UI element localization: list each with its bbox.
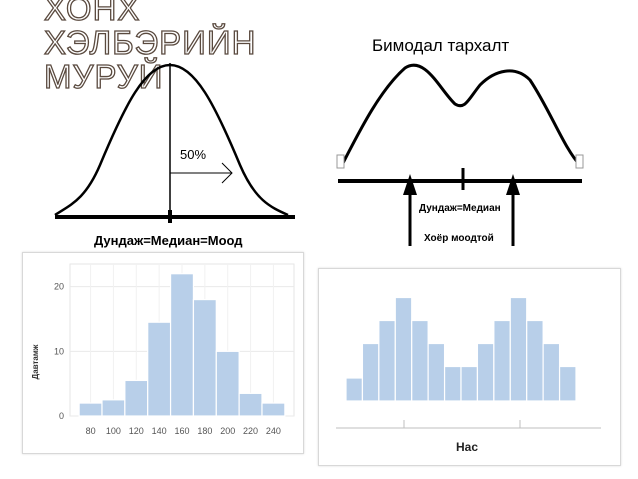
bimodal-curve	[340, 63, 582, 167]
bimodal-diagram	[336, 63, 584, 246]
slide-title-line-3: МУРУЙ	[43, 58, 164, 95]
histogram-bar	[476, 342, 495, 402]
histogram-bar	[427, 342, 446, 402]
slide-title-line-2: ХЭЛБЭРИЙН	[43, 24, 257, 61]
y-tick-label: 20	[54, 282, 64, 292]
histogram-bar	[443, 365, 462, 402]
y-tick-label: 10	[54, 346, 64, 356]
x-tick-label: 100	[106, 426, 121, 436]
histogram-bar	[509, 296, 528, 402]
y-axis-label: Давтамж	[31, 344, 40, 379]
histogram-bar	[378, 319, 396, 402]
histogram-bar	[460, 365, 479, 402]
x-axis-label: Нас	[456, 440, 478, 454]
histogram-bar	[261, 402, 286, 417]
histogram-bar	[238, 392, 263, 417]
histogram-bar	[411, 319, 429, 402]
x-tick-label: 200	[220, 426, 235, 436]
histogram-bar	[394, 296, 413, 402]
histogram-bar	[493, 319, 511, 402]
x-tick-label: 240	[266, 426, 281, 436]
right-mode-arrowhead	[506, 174, 520, 195]
histogram-bar	[345, 377, 364, 402]
histogram-bar	[542, 342, 561, 402]
bimodal-histogram: Нас	[336, 296, 601, 454]
slide-title-line-1: ХОНХ	[43, 0, 141, 27]
unimodal-histogram: Давтамж 0 10 20 80 100 120 140 160 180 200 220 240	[31, 263, 295, 436]
x-tick-label: 120	[129, 426, 144, 436]
y-tick-label: 0	[59, 411, 64, 421]
histogram-bar	[361, 342, 380, 402]
bell-curve	[54, 63, 289, 217]
x-tick-label: 220	[243, 426, 258, 436]
x-tick-label: 160	[174, 426, 189, 436]
bell-curve-diagram	[54, 63, 295, 223]
bimodal-title: Бимодал тархалт	[372, 36, 510, 55]
histogram-bar	[101, 399, 126, 417]
bimodal-center-label: Дундаж=Медиан	[419, 203, 501, 214]
right-end-marker	[575, 154, 584, 169]
x-tick-label: 140	[152, 426, 167, 436]
arrow-head	[221, 162, 233, 184]
left-end-marker	[336, 154, 345, 169]
percent-label: 50%	[180, 147, 207, 162]
bimodal-modes-label: Хоёр моодтой	[424, 233, 494, 244]
histogram-bar	[558, 365, 577, 402]
histogram-bar	[526, 319, 544, 402]
histogram-bar	[147, 321, 172, 417]
x-tick-label: 80	[86, 426, 96, 436]
histogram-bar	[124, 379, 149, 417]
histogram-bar	[78, 402, 103, 417]
histogram-bar	[192, 298, 217, 417]
bell-caption: Дундаж=Медиан=Моод	[94, 233, 243, 248]
histogram-bar	[169, 273, 195, 417]
left-mode-arrowhead	[403, 174, 417, 195]
histogram-bar	[215, 350, 240, 417]
x-tick-label: 180	[197, 426, 212, 436]
